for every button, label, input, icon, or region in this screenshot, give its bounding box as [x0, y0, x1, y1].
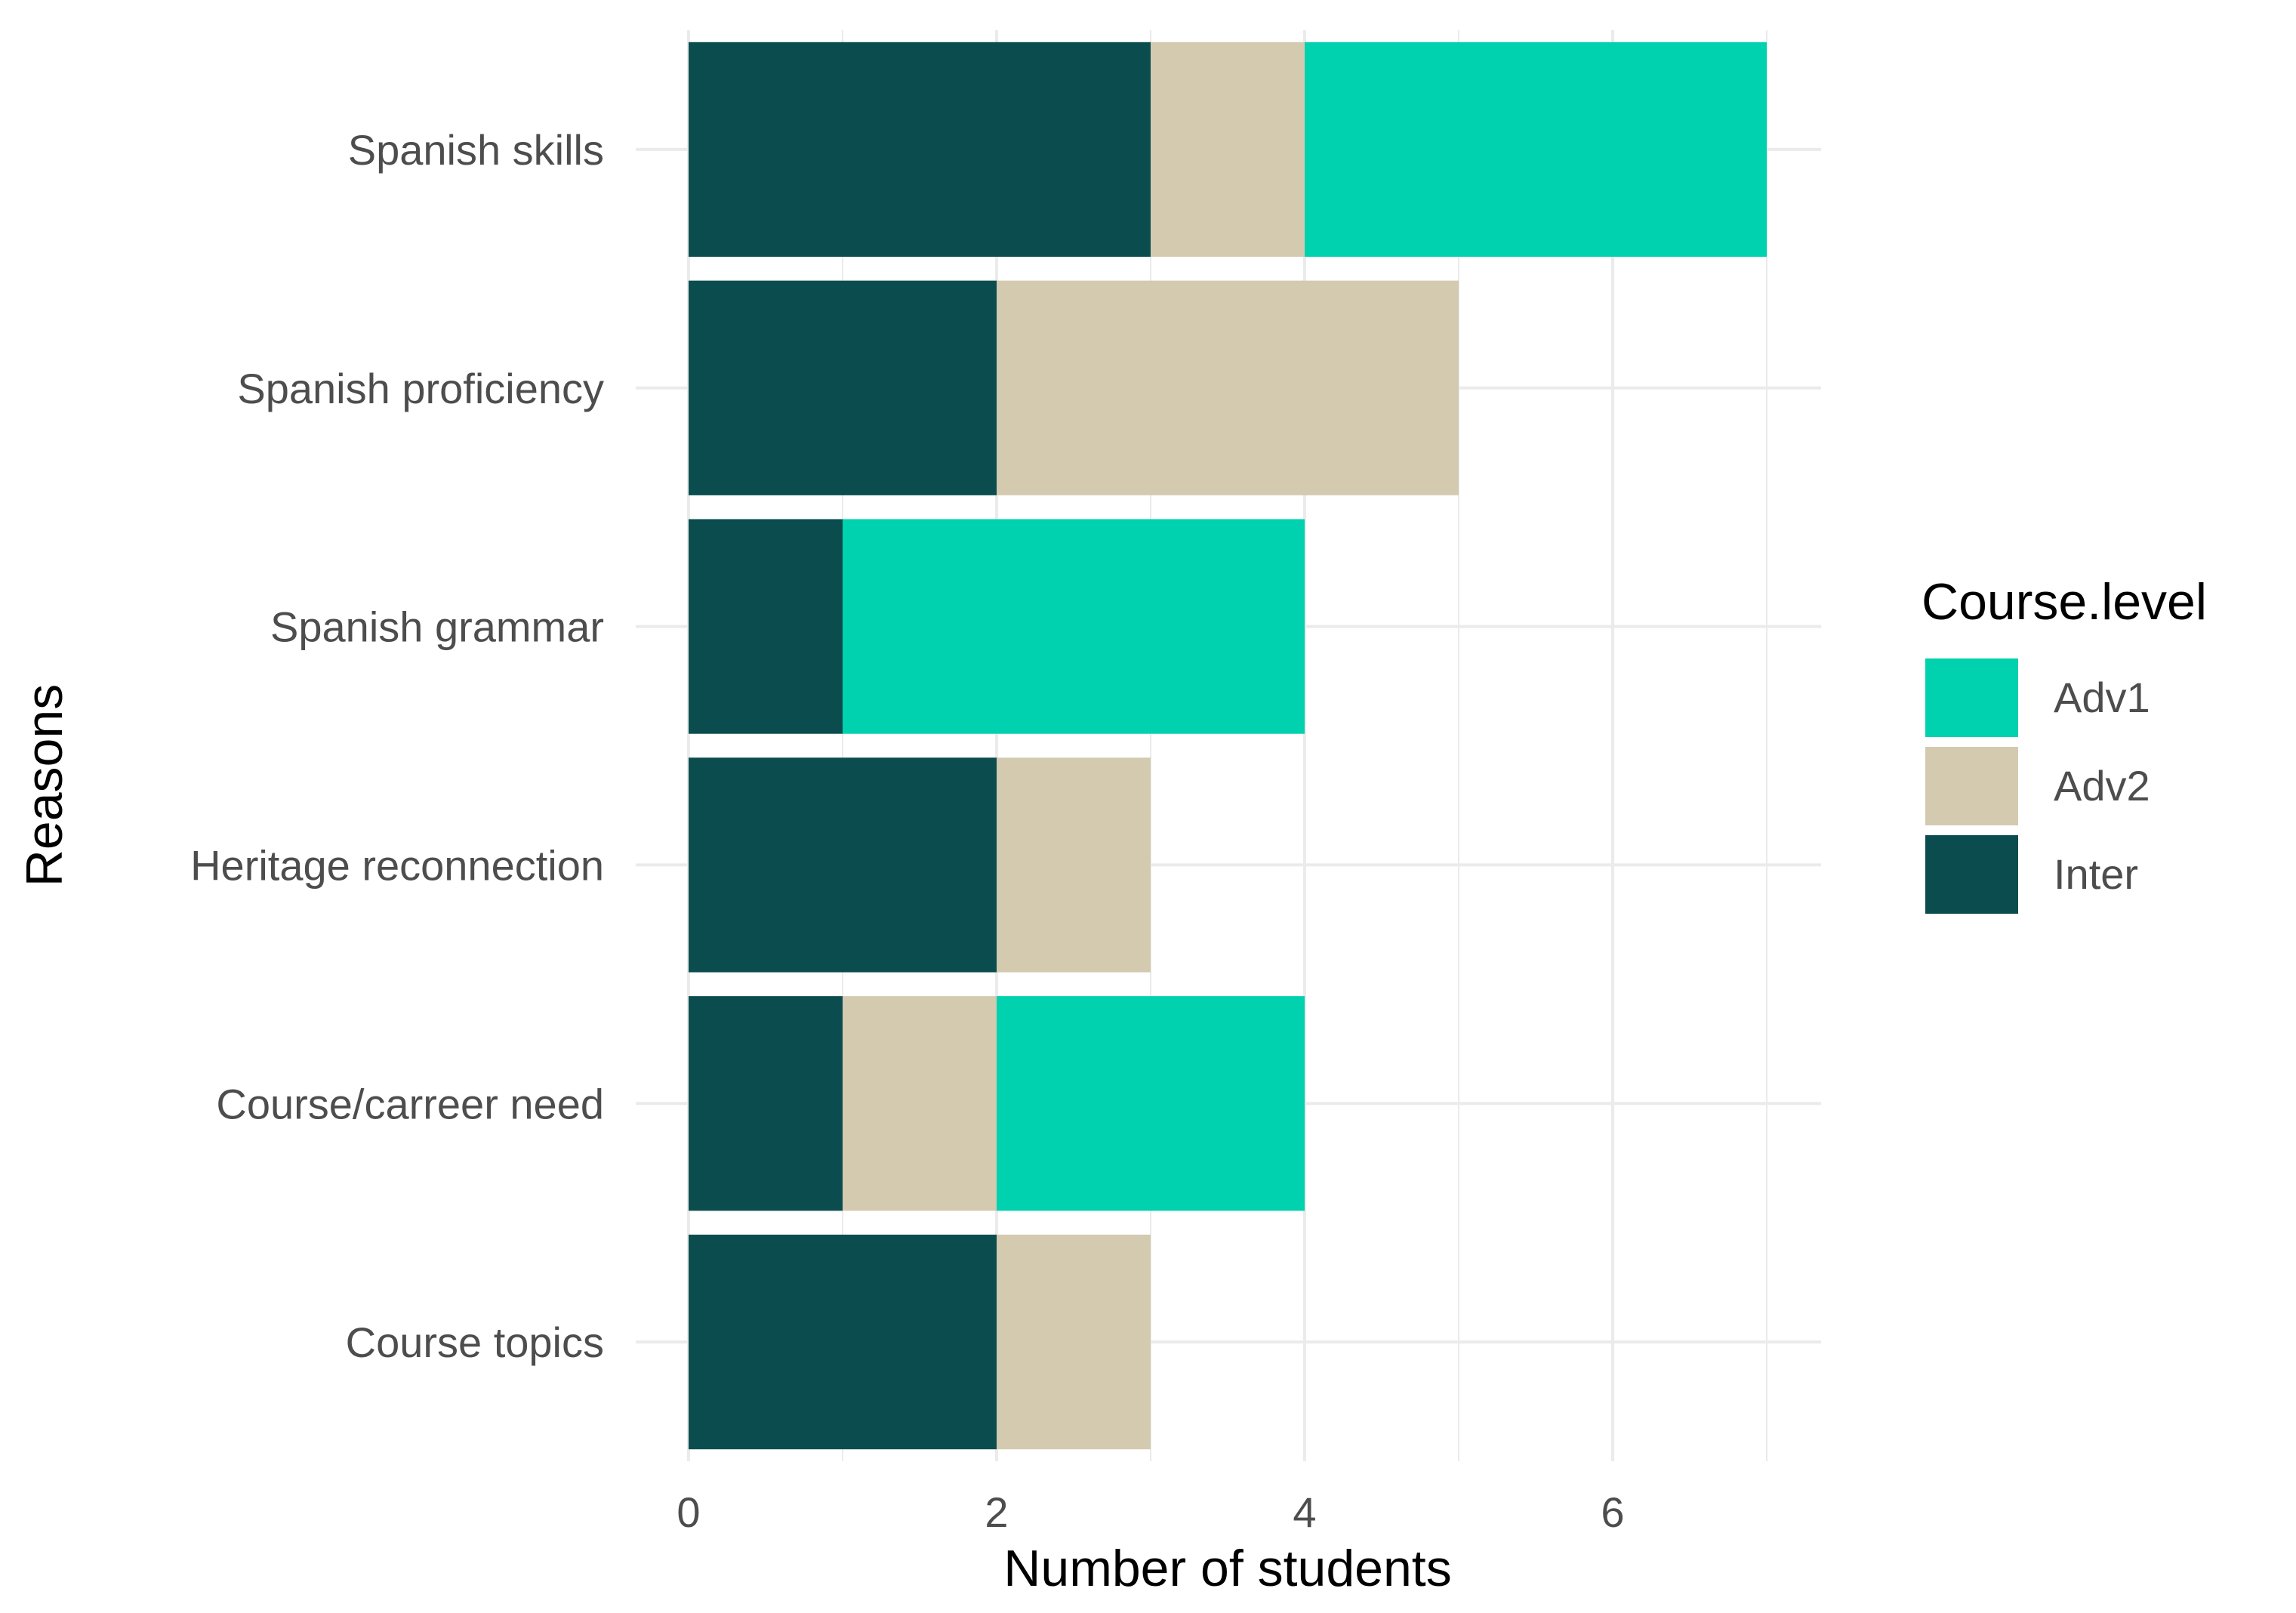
y-tick-label: Course/carreer need	[216, 1080, 604, 1127]
y-tick-label: Spanish skills	[348, 126, 604, 174]
legend-title: Course.level	[1922, 573, 2207, 631]
bar-segment	[689, 519, 843, 734]
bar-segment	[689, 996, 843, 1211]
bar-segment	[689, 757, 997, 973]
bar-segment	[843, 519, 1305, 734]
legend-label: Adv1	[2054, 674, 2150, 721]
bar-segment	[689, 280, 997, 495]
minor-gridlines	[842, 30, 1767, 1461]
y-axis-title: Reasons	[16, 684, 73, 887]
bar-segment	[997, 996, 1305, 1211]
legend-swatch	[1925, 835, 2018, 914]
legend-label: Adv2	[2054, 762, 2150, 810]
x-tick-label: 4	[1293, 1488, 1316, 1536]
x-tick-label: 0	[676, 1488, 700, 1536]
bar-segment	[997, 280, 1459, 495]
x-tick-labels: 0 2 4 6	[676, 1488, 1624, 1536]
y-tick-label: Course topics	[346, 1318, 604, 1366]
bar-segment	[997, 1234, 1151, 1450]
bar-segment	[1305, 42, 1767, 258]
legend-swatch	[1925, 658, 2018, 737]
x-axis-title: Number of students	[1003, 1540, 1451, 1597]
bar-segment	[689, 1234, 997, 1450]
bar-segment	[1151, 42, 1305, 258]
y-tick-labels: Spanish skills Spanish proficiency Spanish…	[190, 126, 604, 1366]
bar-segment	[843, 996, 997, 1211]
legend: Course.level Adv1 Adv2 Inter	[1922, 573, 2207, 914]
legend-items: Adv1 Adv2 Inter	[1925, 658, 2150, 914]
y-tick-label: Spanish grammar	[270, 603, 604, 651]
legend-swatch	[1925, 747, 2018, 825]
x-tick-label: 2	[985, 1488, 1008, 1536]
y-tick-label: Spanish proficiency	[237, 365, 604, 412]
legend-label: Inter	[2054, 850, 2138, 898]
bar-segment	[997, 757, 1151, 973]
x-tick-label: 6	[1601, 1488, 1624, 1536]
y-tick-label: Heritage reconnection	[190, 841, 604, 889]
bars	[689, 42, 1767, 1450]
bar-segment	[689, 42, 1151, 258]
